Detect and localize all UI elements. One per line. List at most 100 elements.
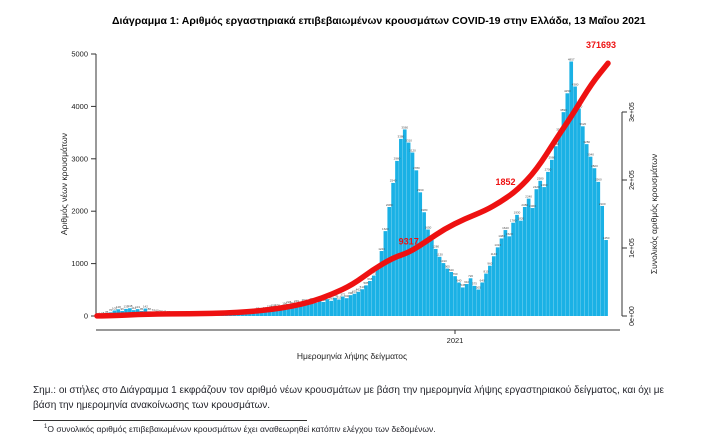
daily-cases-bar bbox=[371, 275, 376, 316]
daily-cases-bar bbox=[321, 301, 326, 316]
bar-value-label: 2820 bbox=[591, 164, 598, 168]
daily-cases-bar bbox=[302, 302, 306, 316]
bar-value-label: 2080 bbox=[521, 203, 528, 207]
bar-value-label: 1980 bbox=[421, 208, 428, 212]
daily-cases-bar bbox=[325, 299, 330, 316]
y-axis-left-title: Αριθμός νέων κρουσμάτων bbox=[59, 133, 69, 235]
bar-value-label: 15 bbox=[101, 311, 105, 315]
daily-cases-bar bbox=[561, 112, 566, 316]
y-axis-right-tick-label: 3e+05 bbox=[629, 102, 636, 122]
bar-value-label: 95 bbox=[140, 307, 144, 311]
bar-value-label: 204 bbox=[290, 301, 295, 305]
bar-value-label: 3310 bbox=[405, 138, 412, 142]
bar-value-label: 246 bbox=[294, 299, 299, 303]
bar-value-label: 462 bbox=[356, 288, 361, 292]
daily-cases-bar bbox=[530, 208, 535, 316]
bar-value-label: 315 bbox=[336, 295, 341, 299]
bar-value-label: 1480 bbox=[498, 234, 505, 238]
bar-value-label: 2980 bbox=[549, 156, 556, 160]
daily-cases-bar bbox=[542, 187, 546, 316]
daily-cases-bar bbox=[402, 129, 407, 316]
footnote-separator bbox=[33, 420, 307, 421]
daily-cases-bar bbox=[433, 248, 438, 316]
bar-value-label: 2780 bbox=[413, 166, 420, 170]
daily-cases-bar bbox=[426, 229, 430, 316]
daily-cases-bar bbox=[406, 142, 411, 316]
daily-cases-bar bbox=[313, 302, 318, 316]
daily-cases-bar bbox=[430, 240, 434, 316]
bar-value-label: 2560 bbox=[595, 178, 602, 182]
bar-value-label: 1280 bbox=[432, 245, 439, 249]
daily-cases-bar bbox=[356, 291, 361, 316]
bar-value-label: 60 bbox=[155, 309, 159, 313]
daily-cases-bar bbox=[445, 268, 450, 316]
daily-cases-bar bbox=[410, 152, 415, 316]
x-axis-tick-label: 2021 bbox=[447, 336, 464, 345]
bar-value-label: 610 bbox=[464, 280, 469, 284]
y-axis-left-tick-label: 5000 bbox=[71, 50, 88, 59]
daily-cases-bar bbox=[480, 282, 485, 316]
bar-value-label: 3280 bbox=[583, 140, 590, 144]
bar-value-label: 810 bbox=[484, 269, 489, 273]
daily-cases-bar bbox=[368, 280, 372, 316]
bar-value-label: 2460 bbox=[541, 183, 548, 187]
daily-cases-bar bbox=[259, 311, 264, 316]
daily-cases-bar bbox=[557, 131, 562, 316]
daily-cases-bar bbox=[290, 305, 295, 316]
daily-cases-bar bbox=[491, 256, 496, 316]
daily-cases-bar bbox=[550, 159, 554, 316]
bar-value-label: 905 bbox=[445, 264, 450, 268]
daily-cases-bar bbox=[488, 265, 492, 316]
bar-value-label: 510 bbox=[360, 285, 365, 289]
y-axis-left-tick-label: 1000 bbox=[71, 259, 88, 268]
daily-cases-bar bbox=[337, 299, 341, 316]
x-axis-title: Ημερομηνία λήψης δείγματος bbox=[297, 351, 407, 361]
bar-value-label: 840 bbox=[449, 268, 454, 272]
note-text: Σημ.: οι στήλες στο Διάγραμμα 1 εκφράζου… bbox=[33, 385, 664, 411]
bar-value-label: 35 bbox=[105, 310, 109, 314]
daily-cases-bar bbox=[244, 313, 248, 316]
daily-cases-bar bbox=[286, 304, 291, 316]
daily-cases-bar bbox=[460, 287, 465, 316]
daily-cases-bar bbox=[472, 285, 477, 316]
bar-value-label: 2960 bbox=[394, 157, 401, 161]
daily-cases-bar bbox=[522, 207, 527, 316]
y-axis-left-tick-label: 0 bbox=[84, 312, 88, 321]
bar-value-label: 158 bbox=[271, 304, 276, 308]
bar-value-label: 1450 bbox=[603, 236, 610, 240]
y-axis-right-tick-label: 2e+05 bbox=[629, 170, 636, 190]
daily-cases-bar bbox=[584, 144, 589, 316]
daily-cases-bar bbox=[391, 182, 395, 316]
bar-value-label: 1780 bbox=[510, 219, 517, 223]
bar-value-label: 148 bbox=[127, 304, 132, 308]
bar-value-label: 372 bbox=[340, 292, 345, 296]
bar-value-label: 2580 bbox=[537, 177, 544, 181]
daily-cases-bar bbox=[538, 180, 543, 316]
bar-value-label: 1820 bbox=[518, 216, 525, 220]
covid-cases-chart: 0 1000 2000 3000 4000 5000 Αριθμός νέων κρουσμ… bbox=[59, 40, 659, 361]
daily-cases-bar bbox=[414, 170, 419, 316]
daily-cases-bar bbox=[515, 214, 519, 316]
bar-value-label: 105 bbox=[112, 306, 117, 310]
daily-cases-bar bbox=[569, 61, 574, 317]
bar-value-label: 1140 bbox=[491, 252, 498, 256]
daily-cases-bar bbox=[457, 282, 461, 316]
bar-value-label: 772 bbox=[371, 271, 376, 275]
bar-value-label: 1010 bbox=[440, 259, 447, 263]
bar-value-label: 2420 bbox=[533, 185, 540, 189]
cumulative-annotation: 371693 bbox=[586, 40, 616, 50]
daily-cases-bar bbox=[240, 313, 244, 316]
daily-cases-bar bbox=[476, 289, 481, 316]
bar-value-label: 3560 bbox=[401, 125, 408, 129]
daily-cases-bar bbox=[546, 171, 550, 316]
daily-cases-bar bbox=[526, 198, 531, 316]
footnote-text: 1Ο συνολικός αριθμός επιβεβαιωμένων κρου… bbox=[44, 424, 684, 434]
daily-cases-bar bbox=[534, 189, 539, 316]
daily-cases-bar bbox=[364, 285, 368, 316]
bars-group bbox=[97, 61, 608, 317]
bar-value-label: 3380 bbox=[398, 135, 405, 139]
bar-value-label: 545 bbox=[460, 283, 465, 287]
daily-cases-bar bbox=[352, 293, 357, 316]
bar-value-label: 142 bbox=[143, 304, 148, 308]
bar-value-label: 640 bbox=[480, 278, 485, 282]
